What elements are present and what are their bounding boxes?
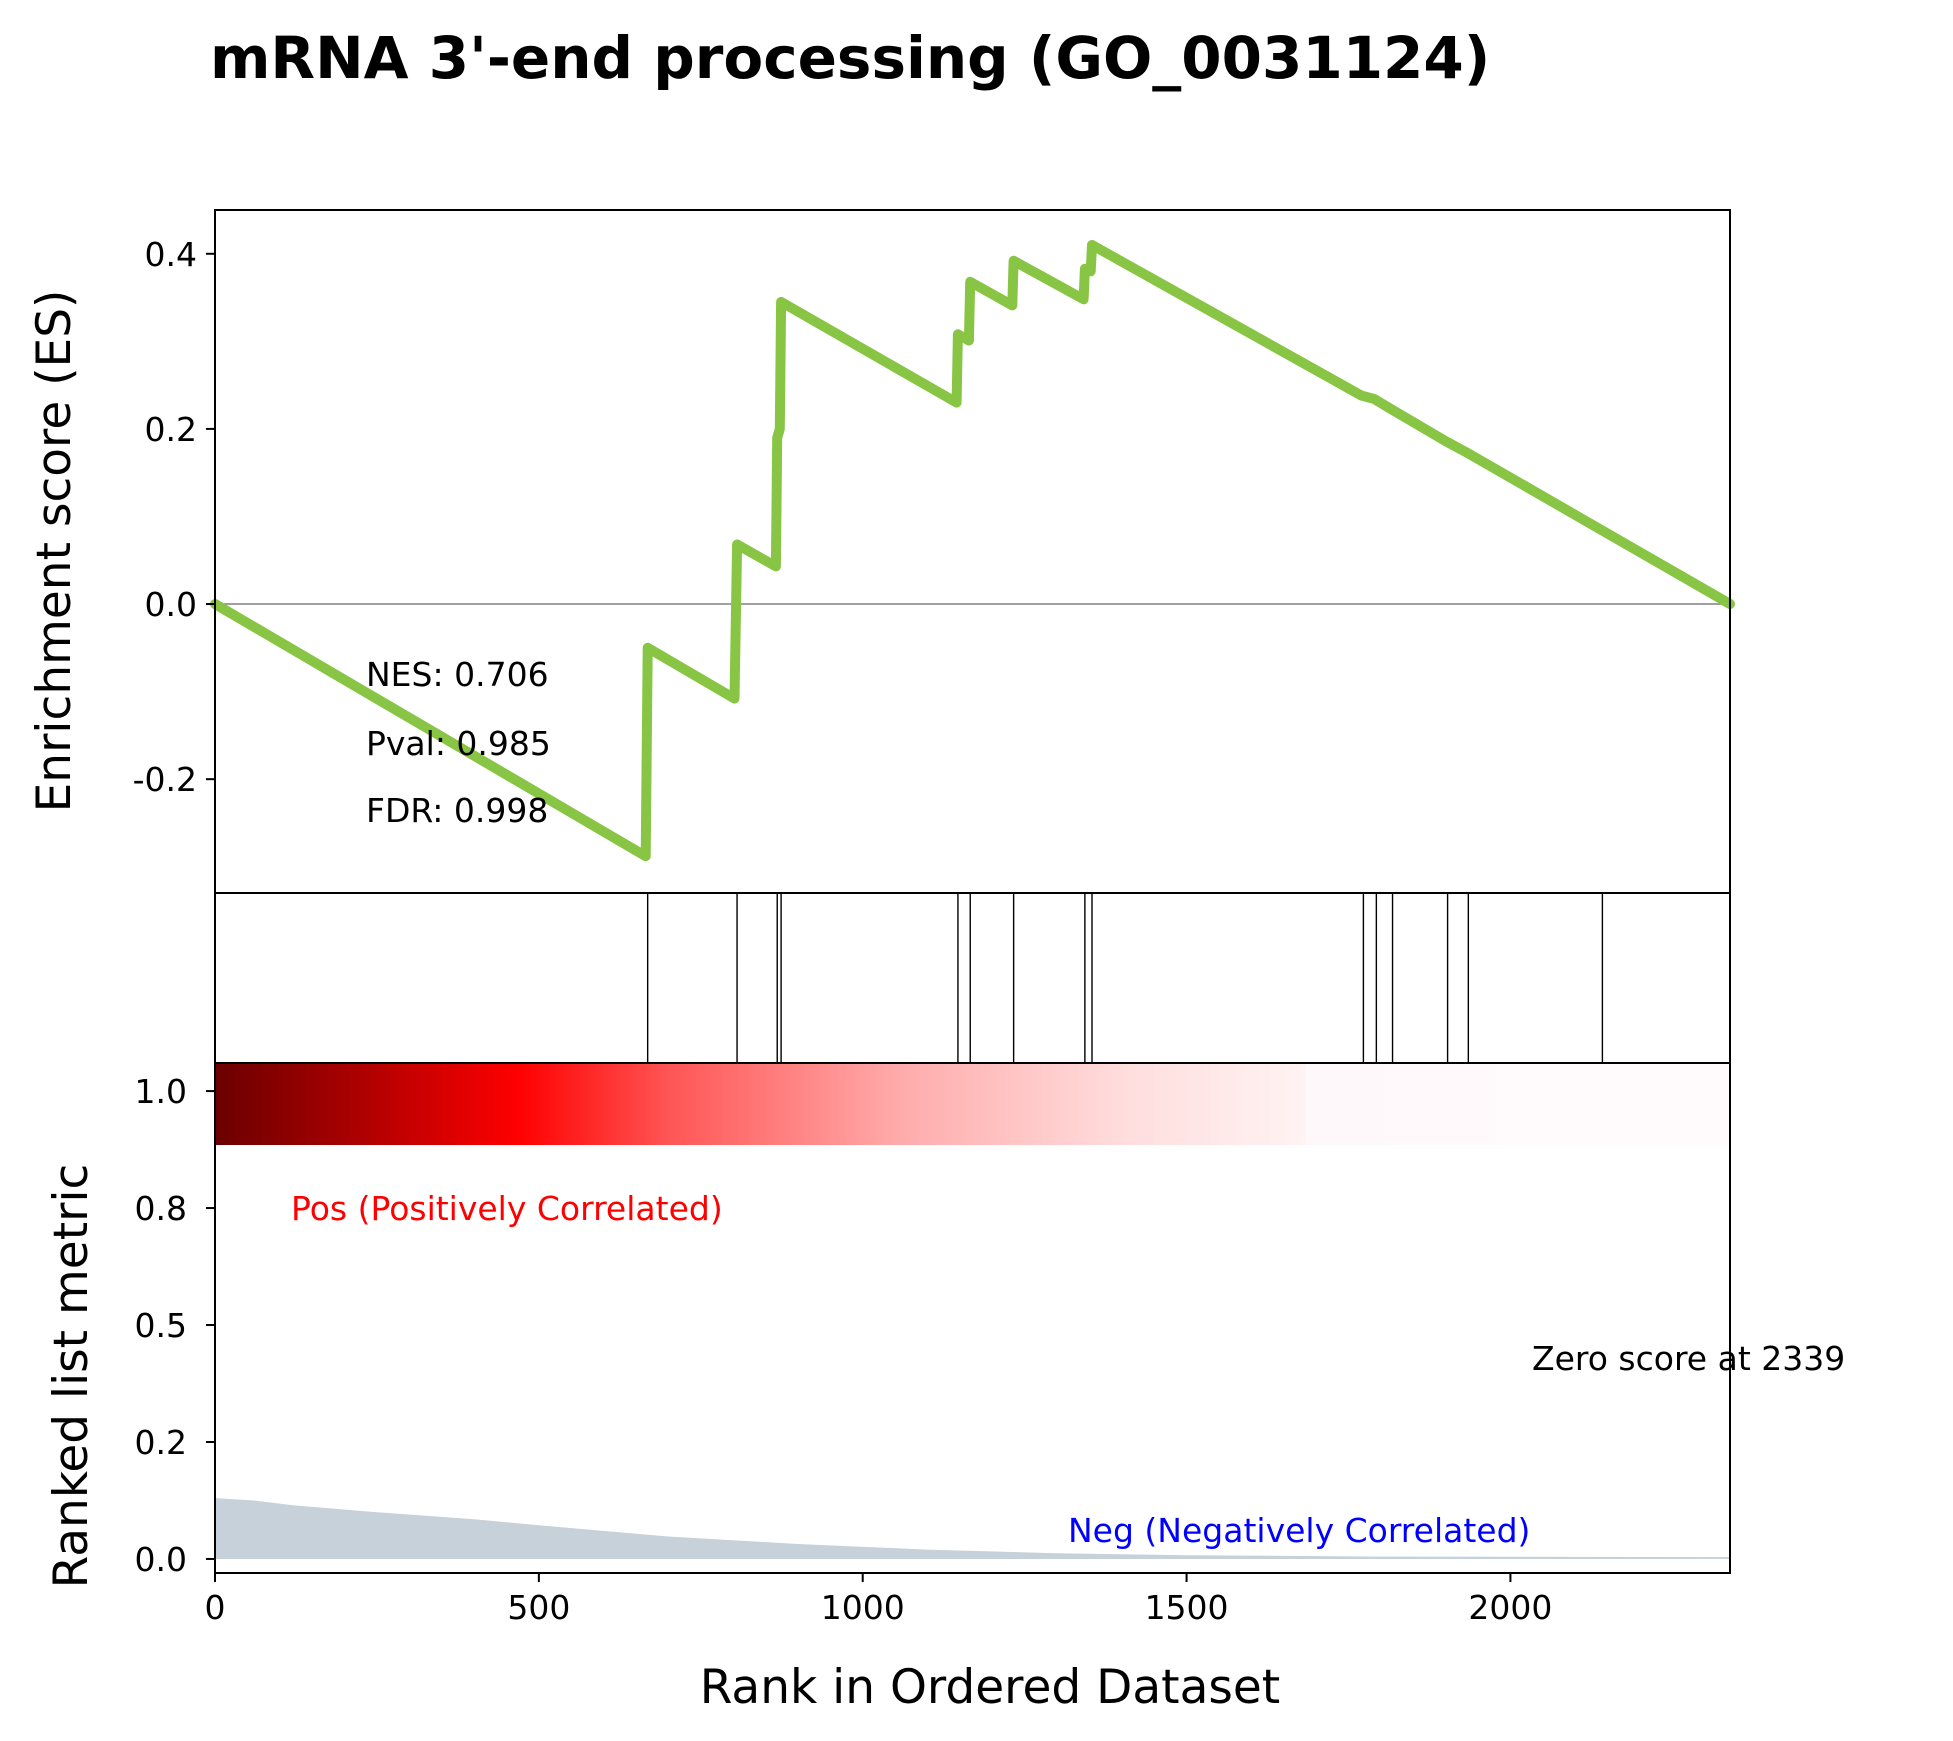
metric-y-tick-label: 0.0: [135, 1540, 187, 1579]
pos-correlated-label: Pos (Positively Correlated): [291, 1189, 723, 1228]
es-y-tick-label: -0.2: [133, 760, 197, 799]
pval-stat: Pval: 0.985: [366, 724, 551, 763]
x-axis: 0 500 1000 1500 2000: [205, 1573, 1552, 1627]
zero-score-label: Zero score at 2339: [1532, 1339, 1845, 1378]
es-y-axis-label: Enrichment score (ES): [27, 290, 82, 813]
x-tick-label: 500: [507, 1588, 570, 1627]
metric-y-tick-label: 0.8: [135, 1189, 187, 1228]
es-y-tick-label: 0.0: [145, 585, 197, 624]
hit-lines: [646, 893, 1604, 1063]
metric-y-axis-label: Ranked list metric: [44, 1164, 99, 1589]
metric-y-tick-label: 1.0: [135, 1072, 187, 1111]
x-axis-label: Rank in Ordered Dataset: [700, 1660, 1280, 1715]
x-tick-label: 1000: [821, 1588, 905, 1627]
neg-correlated-label: Neg (Negatively Correlated): [1068, 1511, 1530, 1550]
metric-area: [215, 1498, 1730, 1559]
es-y-axis: 0.4 0.2 0.0 -0.2: [133, 235, 215, 799]
metric-y-axis: 1.0 0.8 0.5 0.2 0.0: [135, 1072, 215, 1579]
es-panel: 0.4 0.2 0.0 -0.2 NES: 0.706 Pval: 0.985 FDR…: [27, 209, 1735, 894]
metric-panel: 1.0 0.8 0.5 0.2 0.0 Pos (Positively Correlat…: [44, 1062, 1845, 1589]
x-tick-label: 0: [205, 1588, 226, 1627]
x-tick-label: 1500: [1145, 1588, 1229, 1627]
x-tick-label: 2000: [1468, 1588, 1552, 1627]
fdr-stat: FDR: 0.998: [366, 791, 548, 830]
metric-panel-frame: [214, 1062, 1731, 1574]
hits-panel: [214, 892, 1731, 1064]
nes-stat: NES: 0.706: [366, 655, 549, 694]
es-y-tick-label: 0.2: [145, 410, 197, 449]
es-curve: [210, 240, 1735, 862]
metric-y-tick-label: 0.5: [135, 1306, 187, 1345]
es-y-tick-label: 0.4: [145, 235, 197, 274]
rank-color-bar: [215, 1063, 1730, 1145]
metric-y-tick-label: 0.2: [135, 1423, 187, 1462]
chart-title: mRNA 3'-end processing (GO_0031124): [210, 24, 1490, 92]
hits-panel-frame: [214, 892, 1731, 1064]
